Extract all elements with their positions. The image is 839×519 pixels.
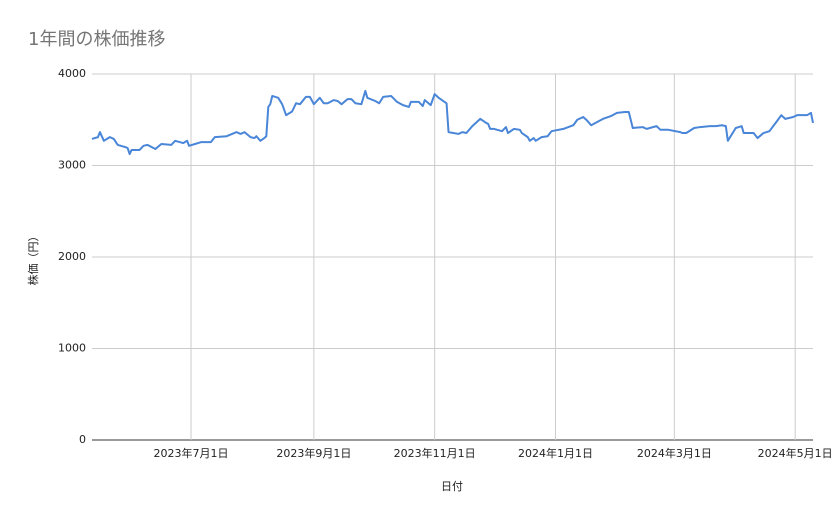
y-tick-label: 2000 xyxy=(58,250,86,263)
x-tick-label: 2023年7月1日 xyxy=(154,446,229,460)
y-axis-label: 株価（円） xyxy=(26,231,40,286)
x-tick-label: 2024年5月1日 xyxy=(758,446,833,460)
chart-title: 1年間の株価推移 xyxy=(28,29,165,50)
y-tick-label: 0 xyxy=(79,433,86,446)
x-tick-label: 2024年1月1日 xyxy=(518,446,593,460)
y-tick-label: 1000 xyxy=(58,342,86,355)
x-tick-label: 2023年11月1日 xyxy=(394,446,476,460)
y-tick-label: 4000 xyxy=(58,67,86,80)
line-series xyxy=(91,89,814,156)
y-tick-label: 3000 xyxy=(58,159,86,172)
x-axis-label: 日付 xyxy=(441,480,463,493)
x-tick-label: 2024年3月1日 xyxy=(637,446,712,460)
x-tick-label: 2023年9月1日 xyxy=(276,446,351,460)
